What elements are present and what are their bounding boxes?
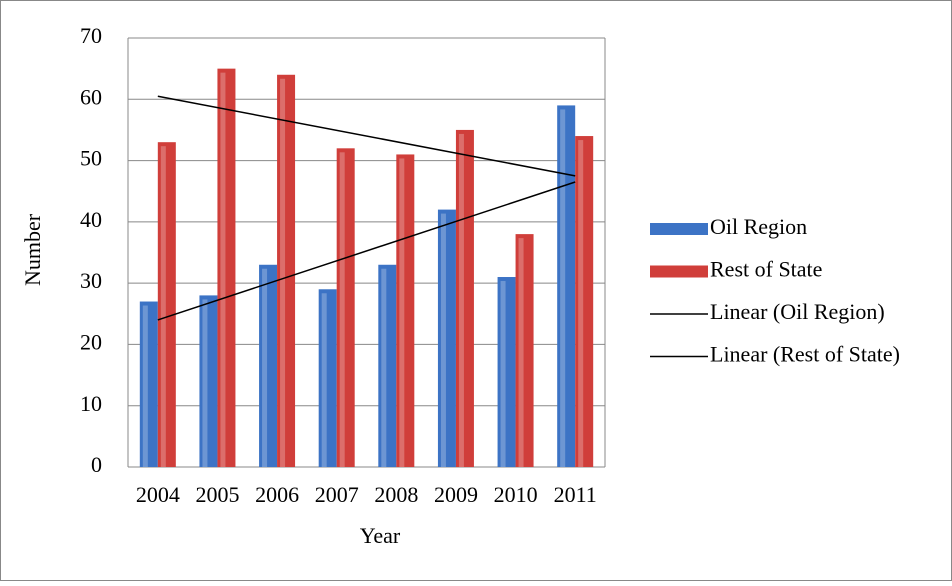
y-tick-label: 10 — [80, 391, 102, 416]
trend-line — [157, 181, 576, 321]
bar — [497, 277, 516, 467]
bar-highlight — [518, 238, 524, 467]
bar — [336, 148, 355, 468]
x-tick-label: 2004 — [136, 482, 180, 507]
legend-label: Linear (Rest of State) — [710, 342, 900, 367]
bar-highlight — [339, 152, 345, 468]
bar-highlight — [202, 299, 208, 467]
y-tick-label: 60 — [80, 84, 102, 109]
bar — [259, 264, 278, 467]
y-tick-label: 70 — [80, 23, 102, 48]
bar-highlight — [500, 281, 506, 467]
bar — [437, 209, 456, 467]
y-axis-label: Number — [20, 213, 45, 286]
y-tick-label: 50 — [80, 146, 102, 171]
bar-highlight — [321, 293, 327, 467]
bar-highlight — [578, 140, 584, 468]
bar — [318, 289, 337, 467]
x-tick-label: 2006 — [255, 482, 299, 507]
bar — [277, 74, 296, 468]
x-axis-label: Year — [360, 523, 401, 548]
y-tick-label: 30 — [80, 268, 102, 293]
bar-highlight — [399, 158, 405, 467]
bar — [396, 154, 415, 467]
bar-highlight — [280, 78, 286, 468]
x-tick-label: 2009 — [434, 482, 478, 507]
x-tick-label: 2010 — [494, 482, 538, 507]
bar-highlight — [440, 213, 446, 467]
bar-highlight — [262, 268, 268, 467]
bar-highlight — [560, 109, 566, 468]
bar — [378, 264, 397, 467]
trend-line — [157, 95, 576, 177]
bar-highlight — [160, 146, 166, 467]
bar — [139, 301, 158, 467]
bar-highlight — [381, 268, 387, 467]
bar-highlight — [220, 72, 226, 468]
y-tick-label: 0 — [91, 452, 102, 477]
y-tick-label: 40 — [80, 207, 102, 232]
bar — [575, 136, 594, 468]
legend-label: Linear (Oil Region) — [710, 299, 885, 324]
bar-highlight — [458, 133, 464, 467]
legend-label: Rest of State — [710, 257, 822, 282]
x-tick-label: 2007 — [315, 482, 359, 507]
x-tick-label: 2008 — [374, 482, 418, 507]
bar — [157, 142, 176, 467]
legend-label: Oil Region — [710, 214, 807, 239]
x-tick-label: 2011 — [554, 482, 597, 507]
bar — [557, 105, 576, 468]
bar-highlight — [142, 305, 148, 467]
x-tick-label: 2005 — [195, 482, 239, 507]
legend-swatch — [650, 223, 708, 235]
legend-swatch — [650, 265, 708, 278]
bar — [217, 68, 236, 468]
bar — [199, 295, 218, 467]
bar — [515, 234, 534, 467]
y-tick-label: 20 — [80, 329, 102, 354]
bar — [455, 129, 474, 467]
